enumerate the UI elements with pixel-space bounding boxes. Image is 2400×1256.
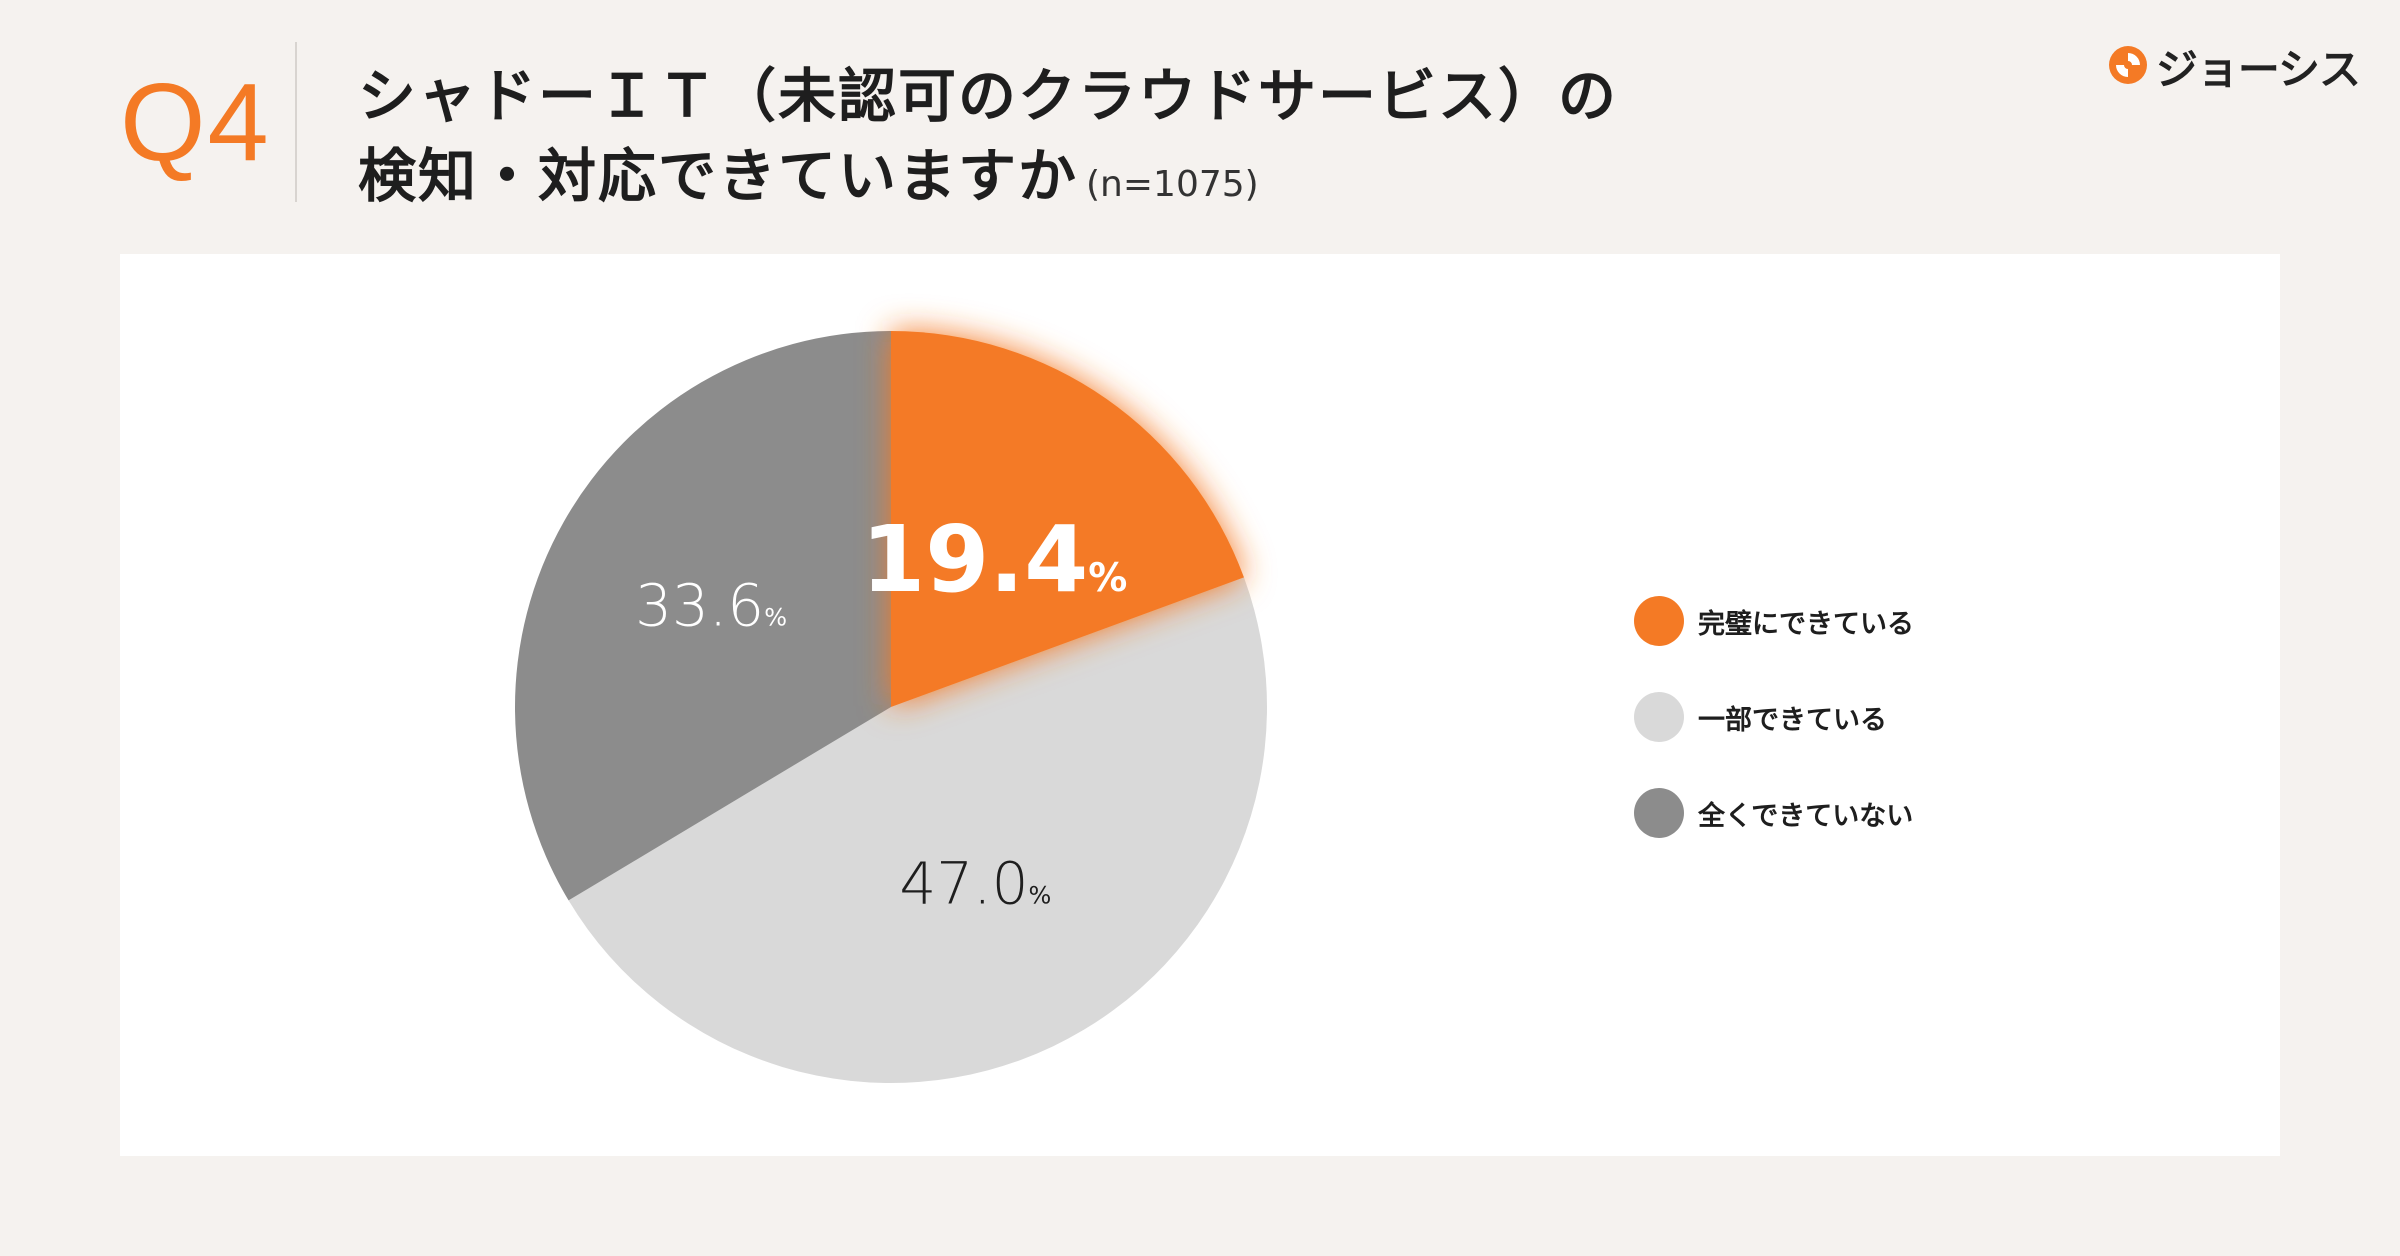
legend-swatch (1634, 692, 1684, 742)
slice-value-label-3: 33.6% (635, 571, 787, 639)
title-line-2-text: 検知・対応できていますか (358, 142, 1079, 210)
title-line-2: 検知・対応できていますか (n=1075) (358, 136, 1618, 225)
sample-size: (n=1075) (1086, 164, 1259, 205)
question-number: Q4 (120, 61, 271, 184)
josys-logo-icon (2108, 45, 2148, 89)
legend-item-2: 一部できている (1634, 692, 1914, 742)
legend-item-1: 完璧にできている (1634, 596, 1914, 646)
pie-slice-1 (891, 331, 1244, 707)
legend-label: 完璧にできている (1698, 608, 1914, 640)
chart-panel: 19.4% 47.0% 33.6% 完璧にできている 一部できている 全くできていない (120, 254, 2280, 1156)
title-line-1: シャドーＩＴ（未認可のクラウドサービス）の (358, 62, 1619, 130)
pie-slice-2 (568, 577, 1268, 1084)
legend-label: 全くできていない (1698, 800, 1914, 832)
legend-swatch (1634, 596, 1684, 646)
header-divider (295, 42, 297, 202)
legend-item-3: 全くできていない (1634, 788, 1914, 838)
chart-legend: 完璧にできている 一部できている 全くできていない (1634, 596, 1914, 884)
pie-slice-3 (515, 331, 891, 901)
slice-value-label-1: 19.4% (861, 506, 1127, 613)
legend-swatch (1634, 788, 1684, 838)
page-title: シャドーＩＴ（未認可のクラウドサービス）の 検知・対応できていますか (n=107… (358, 56, 1618, 225)
legend-label: 一部できている (1698, 704, 1887, 736)
slice-value-label-2: 47.0% (899, 850, 1051, 918)
brand-logo: ジョーシス (2108, 36, 2361, 97)
pie-chart: 19.4% 47.0% 33.6% (515, 331, 1268, 1084)
logo-text: ジョーシス (2155, 45, 2361, 94)
